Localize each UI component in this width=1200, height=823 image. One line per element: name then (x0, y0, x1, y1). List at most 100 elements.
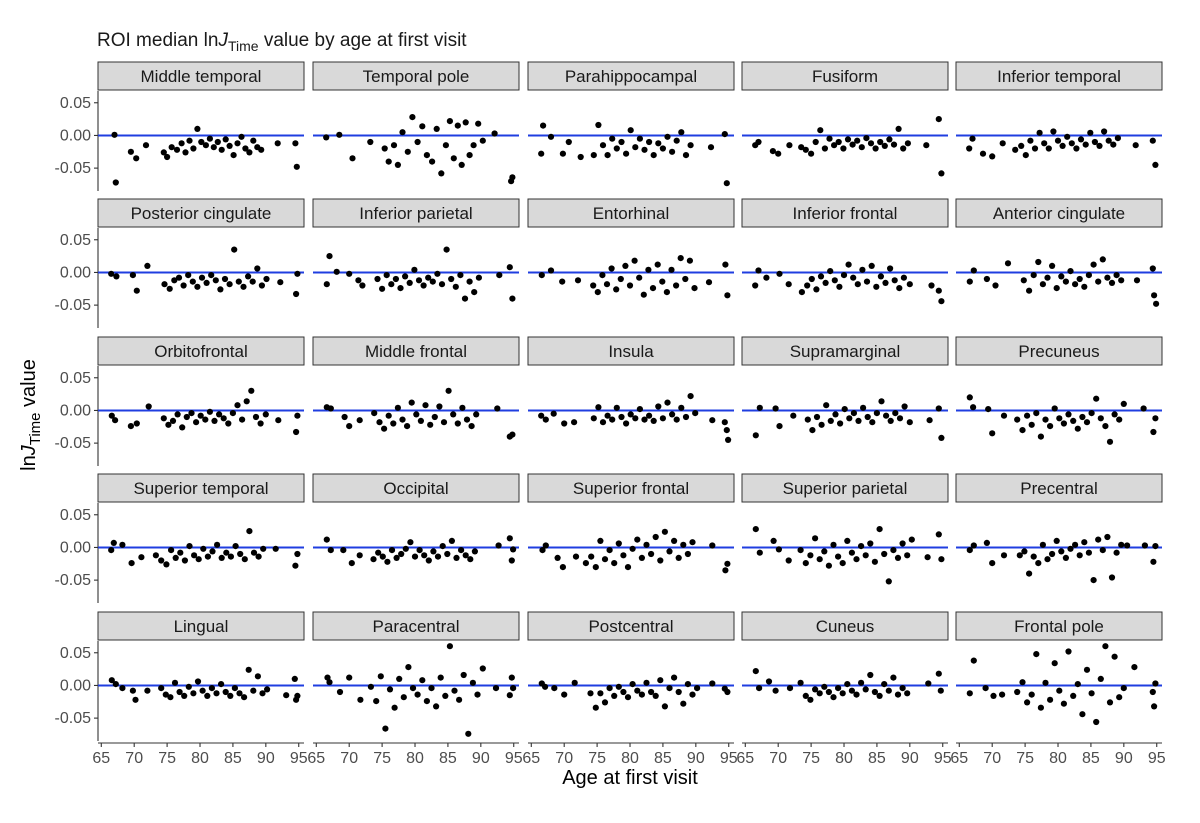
point-entorhinal-16 (645, 266, 652, 273)
x-tick-label-frontal-pole-3: 80 (1049, 750, 1067, 767)
point-inferior-frontal-30 (935, 287, 942, 294)
point-middle-frontal-11 (399, 416, 406, 423)
strip-postcentral (527, 611, 735, 641)
point-occipital-5 (370, 556, 377, 563)
point-frontal-pole-14 (1056, 687, 1063, 694)
point-supramarginal-20 (873, 410, 881, 417)
strip-label-superior-temporal: Superior temporal (133, 479, 268, 498)
point-superior-parietal-24 (885, 578, 892, 585)
strip-temporal-pole (312, 61, 520, 91)
point-postcentral-6 (592, 704, 599, 711)
point-inferior-frontal-4 (785, 281, 792, 288)
point-fusiform-10 (821, 145, 829, 152)
strip-label-parahippocampal: Parahippocampal (565, 67, 697, 86)
point-lingual-21 (227, 692, 234, 700)
point-posterior-cingulate-25 (254, 265, 261, 272)
chart-title-var: J (217, 30, 228, 51)
point-frontal-pole-1 (970, 657, 977, 664)
point-precuneus-9 (1033, 410, 1040, 417)
point-cuneus-19 (862, 686, 869, 693)
point-anterior-cingulate-27 (1133, 277, 1141, 284)
point-posterior-cingulate-8 (175, 274, 183, 281)
point-middle-frontal-1 (327, 405, 334, 412)
strip-label-insula: Insula (608, 342, 654, 361)
point-temporal-pole-11 (414, 138, 421, 146)
point-inferior-parietal-28 (475, 274, 482, 281)
point-superior-parietal-0 (752, 526, 759, 533)
point-parahippocampal-19 (650, 152, 657, 159)
point-middle-frontal-28 (494, 405, 501, 412)
point-insula-30 (723, 427, 730, 434)
point-inferior-parietal-29 (496, 272, 503, 279)
point-postcentral-2 (551, 685, 558, 692)
point-posterior-cingulate-16 (212, 277, 219, 284)
point-lingual-4 (132, 696, 139, 703)
point-middle-temporal-9 (178, 140, 185, 147)
point-superior-frontal-13 (620, 552, 627, 559)
point-occipital-26 (467, 556, 474, 563)
point-insula-20 (659, 415, 667, 422)
point-fusiform-25 (890, 141, 898, 148)
point-posterior-cingulate-3 (133, 287, 140, 294)
point-paracentral-14 (409, 685, 417, 692)
point-lingual-6 (158, 685, 165, 692)
point-insula-6 (595, 404, 602, 411)
point-lingual-33 (294, 692, 301, 700)
point-superior-temporal-8 (168, 547, 175, 554)
point-orbitofrontal-5 (160, 415, 167, 422)
point-precuneus-30 (1150, 428, 1157, 436)
point-parahippocampal-24 (673, 137, 680, 144)
point-cuneus-12 (830, 694, 837, 701)
x-tick-label-lingual-6: 95 (290, 750, 308, 767)
panel-inferior-parietal: Inferior parietal (312, 198, 520, 302)
point-occipital-28 (495, 542, 502, 549)
point-occipital-27 (471, 548, 478, 555)
point-lingual-8 (167, 694, 174, 701)
point-precentral-27 (1118, 541, 1125, 548)
facet-panels: Middle temporal 0.05 0.00 -0.05 Temporal pol… (55, 61, 1166, 767)
point-supramarginal-8 (818, 421, 825, 428)
point-insula-16 (641, 416, 648, 423)
point-temporal-pole-24 (470, 142, 477, 149)
point-frontal-pole-15 (1060, 700, 1067, 707)
point-inferior-parietal-8 (383, 272, 390, 279)
x-tick-label-paracentral-3: 80 (406, 750, 424, 767)
point-superior-temporal-7 (163, 561, 170, 568)
point-orbitofrontal-3 (133, 420, 140, 427)
point-insula-26 (687, 393, 694, 400)
point-middle-temporal-19 (218, 146, 225, 153)
point-parahippocampal-9 (604, 152, 611, 159)
point-postcentral-27 (689, 691, 696, 698)
point-inferior-frontal-23 (882, 279, 889, 286)
panel-postcentral: Postcentral 65 70 75 80 85 90 95 (522, 611, 738, 767)
strip-label-occipital: Occipital (383, 479, 448, 498)
point-precentral-19 (1081, 539, 1088, 546)
point-occipital-29 (506, 535, 513, 542)
point-insula-4 (571, 419, 578, 426)
point-entorhinal-15 (640, 291, 647, 298)
point-paracentral-13 (405, 664, 412, 671)
point-cuneus-2 (765, 678, 773, 685)
point-middle-frontal-24 (459, 404, 466, 411)
point-paracentral-1 (326, 679, 333, 686)
point-inferior-parietal-11 (397, 285, 404, 292)
point-cuneus-11 (825, 688, 833, 696)
point-superior-temporal-11 (181, 557, 188, 564)
point-superior-frontal-31 (724, 560, 731, 567)
point-insula-18 (650, 417, 657, 424)
point-inferior-frontal-8 (813, 286, 820, 293)
point-inferior-frontal-0 (752, 282, 759, 289)
point-insula-22 (669, 411, 676, 418)
point-entorhinal-2 (559, 278, 566, 285)
point-superior-frontal-2 (554, 554, 561, 562)
point-superior-parietal-23 (881, 550, 888, 558)
point-entorhinal-13 (631, 257, 638, 264)
point-cuneus-24 (885, 687, 892, 694)
point-inferior-frontal-15 (845, 261, 852, 268)
point-precentral-30 (1150, 558, 1157, 565)
point-inferior-temporal-17 (1068, 140, 1075, 147)
x-tick-label-frontal-pole-0: 65 (950, 750, 968, 767)
point-superior-temporal-13 (191, 552, 198, 559)
point-superior-frontal-22 (661, 528, 669, 535)
